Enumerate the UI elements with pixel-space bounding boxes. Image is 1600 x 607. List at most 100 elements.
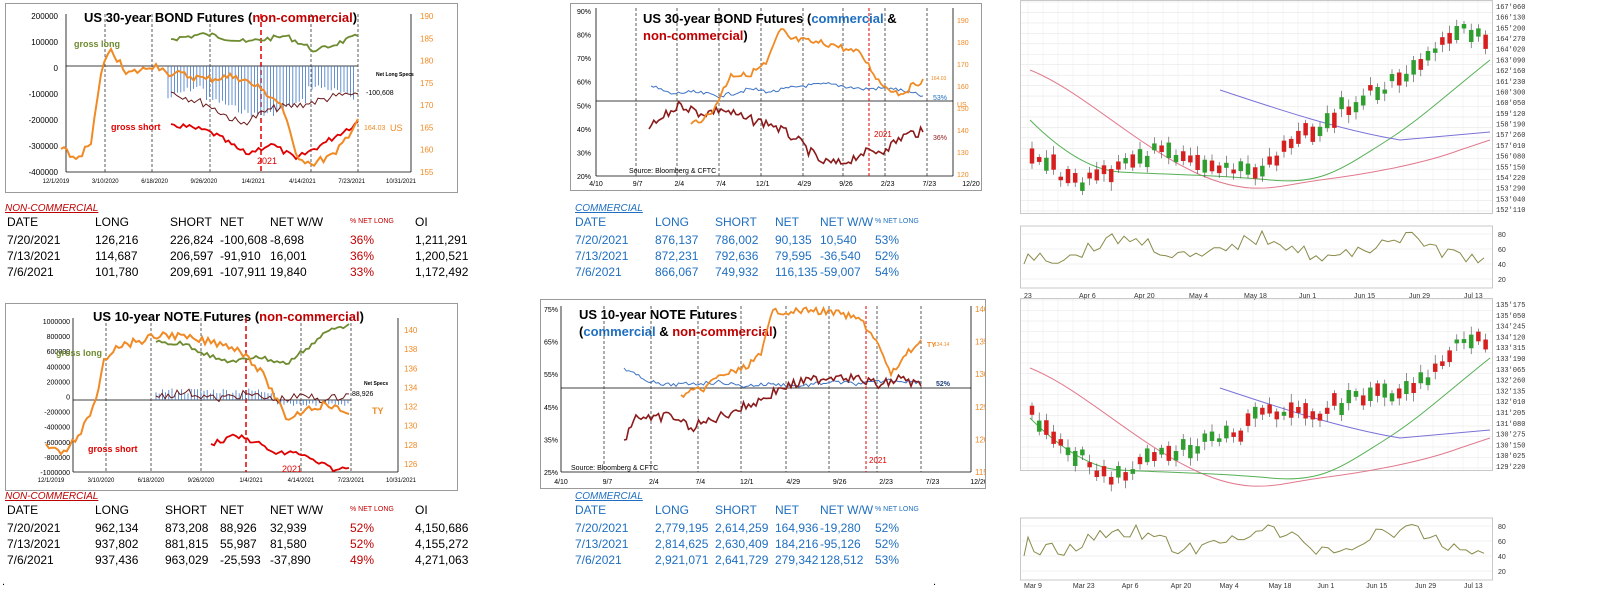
table-cell: 32,939 <box>270 521 307 535</box>
price-axis-tick: 132'260 <box>1496 378 1525 386</box>
candle-body <box>1360 395 1366 406</box>
right-axis-tick: 190 <box>957 18 969 25</box>
price-line-us <box>690 28 924 125</box>
x-axis-tick: 10/31/2021 <box>386 179 417 185</box>
table-cell: -37,890 <box>270 553 311 567</box>
right-axis-tick: 155 <box>420 168 434 177</box>
candle-body <box>1368 85 1373 91</box>
table-cell: 7/6/2021 <box>575 265 622 279</box>
right-axis-tick: 150 <box>957 106 969 113</box>
moving-average-red <box>1029 69 1491 189</box>
source-note: Source: Bloomberg & CFTC <box>629 168 716 175</box>
x-axis-tick: 12/1 <box>756 181 770 188</box>
label-gross-short: gross short <box>88 444 138 454</box>
source-note: Source: Bloomberg & CFTC <box>571 465 658 472</box>
left-axis-tick: 1000000 <box>43 319 70 326</box>
candle-body <box>1476 331 1481 342</box>
noncommercial-line <box>623 372 922 441</box>
noncommercial-line <box>648 100 924 165</box>
candle-body <box>1173 451 1179 461</box>
x-axis-tick: 7/4 <box>716 181 726 188</box>
date-axis-tick: May 18 <box>1268 583 1291 590</box>
x-axis-tick: 7/23 <box>923 181 937 188</box>
price-axis-tick: 155'150 <box>1496 164 1525 172</box>
candle-body <box>1418 59 1424 70</box>
left-axis-tick: 800000 <box>47 334 70 341</box>
x-axis-tick: 12/1/2019 <box>38 478 65 484</box>
candle-body <box>1044 420 1049 435</box>
right-axis-tick: 128 <box>404 441 418 450</box>
table-cell: 937,802 <box>95 537 139 551</box>
x-axis-tick: 2/23 <box>879 479 893 486</box>
candle-body <box>1224 425 1229 439</box>
table-header-cell: % NET LONG <box>350 506 394 513</box>
x-axis-tick: 7/23/2021 <box>338 478 365 484</box>
x-axis-tick: 9/26 <box>839 181 853 188</box>
candle-body <box>1209 431 1215 441</box>
price-axis-tick: 131'080 <box>1496 421 1525 429</box>
price-axis-tick: 133'315 <box>1496 345 1525 353</box>
candle-body <box>1425 377 1431 386</box>
right-axis-tick: 190 <box>420 12 434 21</box>
moving-average-purple <box>1219 89 1491 141</box>
left-axis-tick: -1000000 <box>40 470 70 477</box>
table-cell: 128,512 <box>820 553 864 567</box>
right-axis-tick: 134 <box>404 383 418 392</box>
candle-body <box>1238 161 1244 172</box>
oscillator-axis-tick: 40 <box>1498 262 1506 269</box>
right-axis-tick: 175 <box>420 79 434 88</box>
table-header-cell: NET W/W <box>820 215 874 229</box>
x-axis-tick: 2/4 <box>649 479 659 486</box>
table-header-cell: % NET LONG <box>875 218 919 225</box>
table-cell: 53% <box>875 553 900 567</box>
table-cell: 866,067 <box>655 265 699 279</box>
price-axis-tick: 154'220 <box>1496 175 1525 183</box>
table-cell: 963,029 <box>165 553 209 567</box>
candle-body <box>1144 155 1150 168</box>
candle-body <box>1209 160 1215 172</box>
left-axis-tick: 70% <box>577 56 591 63</box>
table-header-cell: LONG <box>95 215 130 229</box>
table-cell: 2,779,195 <box>655 521 709 535</box>
candle-body <box>1231 169 1236 174</box>
candle-body <box>1137 456 1143 465</box>
candle-body <box>1166 142 1172 158</box>
table-cell: 2,614,259 <box>715 521 769 535</box>
candle-body <box>1346 390 1352 404</box>
x-axis-tick: 3/10/2020 <box>88 478 115 484</box>
candle-body <box>1274 411 1280 420</box>
candle-body <box>1065 447 1071 456</box>
candle-body <box>1332 112 1337 128</box>
candle-body <box>1353 102 1359 113</box>
candle-body <box>1029 148 1035 164</box>
candle-body <box>1339 97 1344 110</box>
price-axis-tick: 130'150 <box>1496 442 1525 450</box>
label-net-value: 88,926 <box>352 391 374 398</box>
candle-body <box>1396 72 1402 86</box>
price-axis-tick: 164'270 <box>1496 36 1525 44</box>
price-axis-tick: 133'065 <box>1496 367 1525 375</box>
table-cell: 962,134 <box>95 521 139 535</box>
x-axis-tick: 9/26/2020 <box>188 478 215 484</box>
left-axis-tick: 0 <box>66 395 70 402</box>
table-cell: 4,271,063 <box>415 553 469 567</box>
table-cell: 79,595 <box>775 249 812 263</box>
right-axis-tick: 165 <box>420 123 434 132</box>
net-specs-line <box>155 388 350 404</box>
candle-body <box>1173 155 1179 163</box>
x-axis-tick: 10/31/2021 <box>386 478 417 484</box>
candle-body <box>1051 431 1056 444</box>
price-axis-tick: 157'010 <box>1496 143 1525 151</box>
note-comm-plot: 75% 65% 55% 45% 35% 25% 140 135 130 125 120 115 4/10… <box>544 305 985 486</box>
left-axis-tick: -100000 <box>29 90 59 99</box>
table-cell: 7/20/2021 <box>7 233 61 247</box>
candle-body <box>1468 29 1474 43</box>
table-cell: 52% <box>875 537 900 551</box>
table-header-cell: SHORT <box>715 215 757 229</box>
candle-body <box>1404 73 1409 82</box>
right-axis-tick: 130 <box>957 150 969 157</box>
candle-body <box>1267 404 1272 414</box>
candle-body <box>1245 413 1251 426</box>
right-axis-tick: 180 <box>957 40 969 47</box>
label-noncommercial: 36% <box>933 135 947 142</box>
